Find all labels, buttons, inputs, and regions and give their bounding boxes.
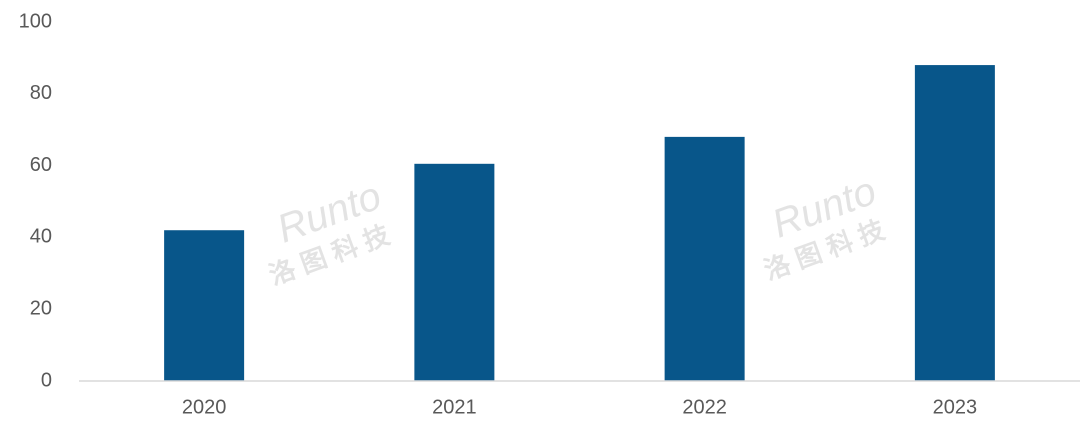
y-tick-label: 0	[41, 369, 52, 391]
bar	[164, 230, 245, 381]
y-tick-label: 60	[30, 154, 52, 176]
x-tick-label: 2021	[432, 396, 477, 418]
x-tick-label: 2022	[682, 396, 727, 418]
y-tick-label: 40	[30, 226, 52, 248]
x-tick-label: 2020	[182, 396, 227, 418]
y-tick-label: 20	[30, 297, 52, 319]
bar	[914, 65, 995, 381]
bar	[414, 163, 495, 381]
bar	[664, 136, 745, 381]
x-tick-label: 2023	[933, 396, 978, 418]
y-tick-label: 100	[19, 10, 52, 32]
y-tick-label: 80	[30, 82, 52, 104]
